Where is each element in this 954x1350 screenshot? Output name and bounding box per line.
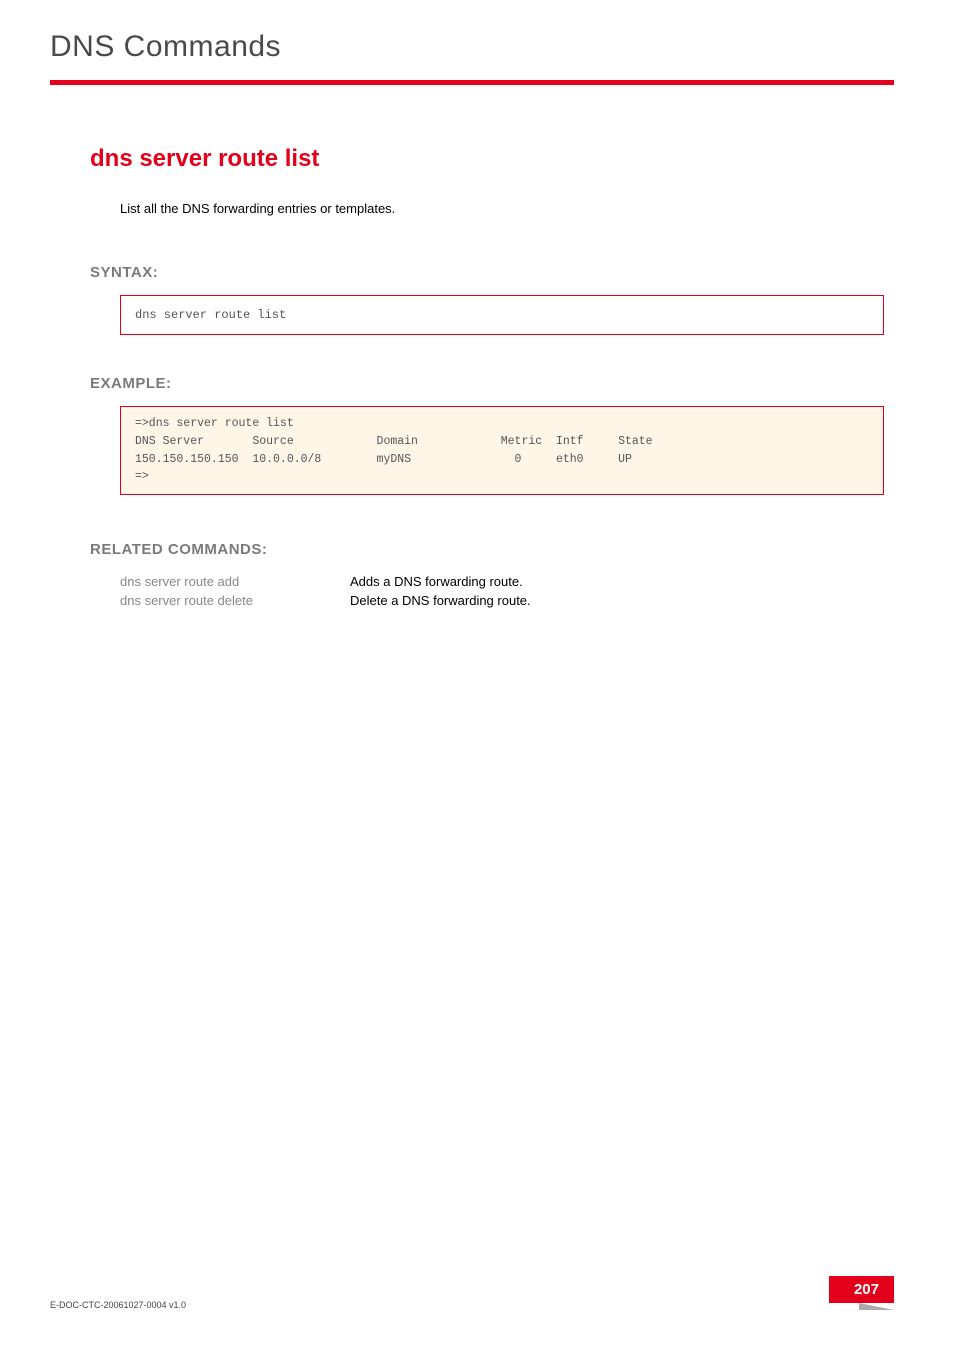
command-title: dns server route list (90, 145, 884, 173)
example-code-box: =>dns server route list DNS Server Sourc… (120, 406, 884, 495)
chapter-title: DNS Commands (50, 30, 894, 64)
page-number: 207 (829, 1276, 894, 1303)
doc-id: E-DOC-CTC-20061027-0004 v1.0 (50, 1300, 186, 1310)
related-commands-table: dns server route add Adds a DNS forwardi… (120, 572, 531, 610)
header-divider (50, 80, 894, 85)
related-heading: RELATED COMMANDS: (90, 541, 884, 558)
syntax-heading: SYNTAX: (90, 264, 884, 281)
page-number-decoration (859, 1303, 894, 1310)
page-number-wrap: 207 (829, 1276, 894, 1310)
syntax-code-box: dns server route list (120, 295, 884, 335)
example-heading: EXAMPLE: (90, 375, 884, 392)
table-row: dns server route delete Delete a DNS for… (120, 591, 531, 610)
related-command-name: dns server route delete (120, 591, 350, 610)
related-command-name: dns server route add (120, 572, 350, 591)
page-footer: E-DOC-CTC-20061027-0004 v1.0 207 (50, 1276, 894, 1310)
related-command-desc: Delete a DNS forwarding route. (350, 591, 531, 610)
table-row: dns server route add Adds a DNS forwardi… (120, 572, 531, 591)
related-command-desc: Adds a DNS forwarding route. (350, 572, 531, 591)
command-description: List all the DNS forwarding entries or t… (120, 201, 884, 216)
